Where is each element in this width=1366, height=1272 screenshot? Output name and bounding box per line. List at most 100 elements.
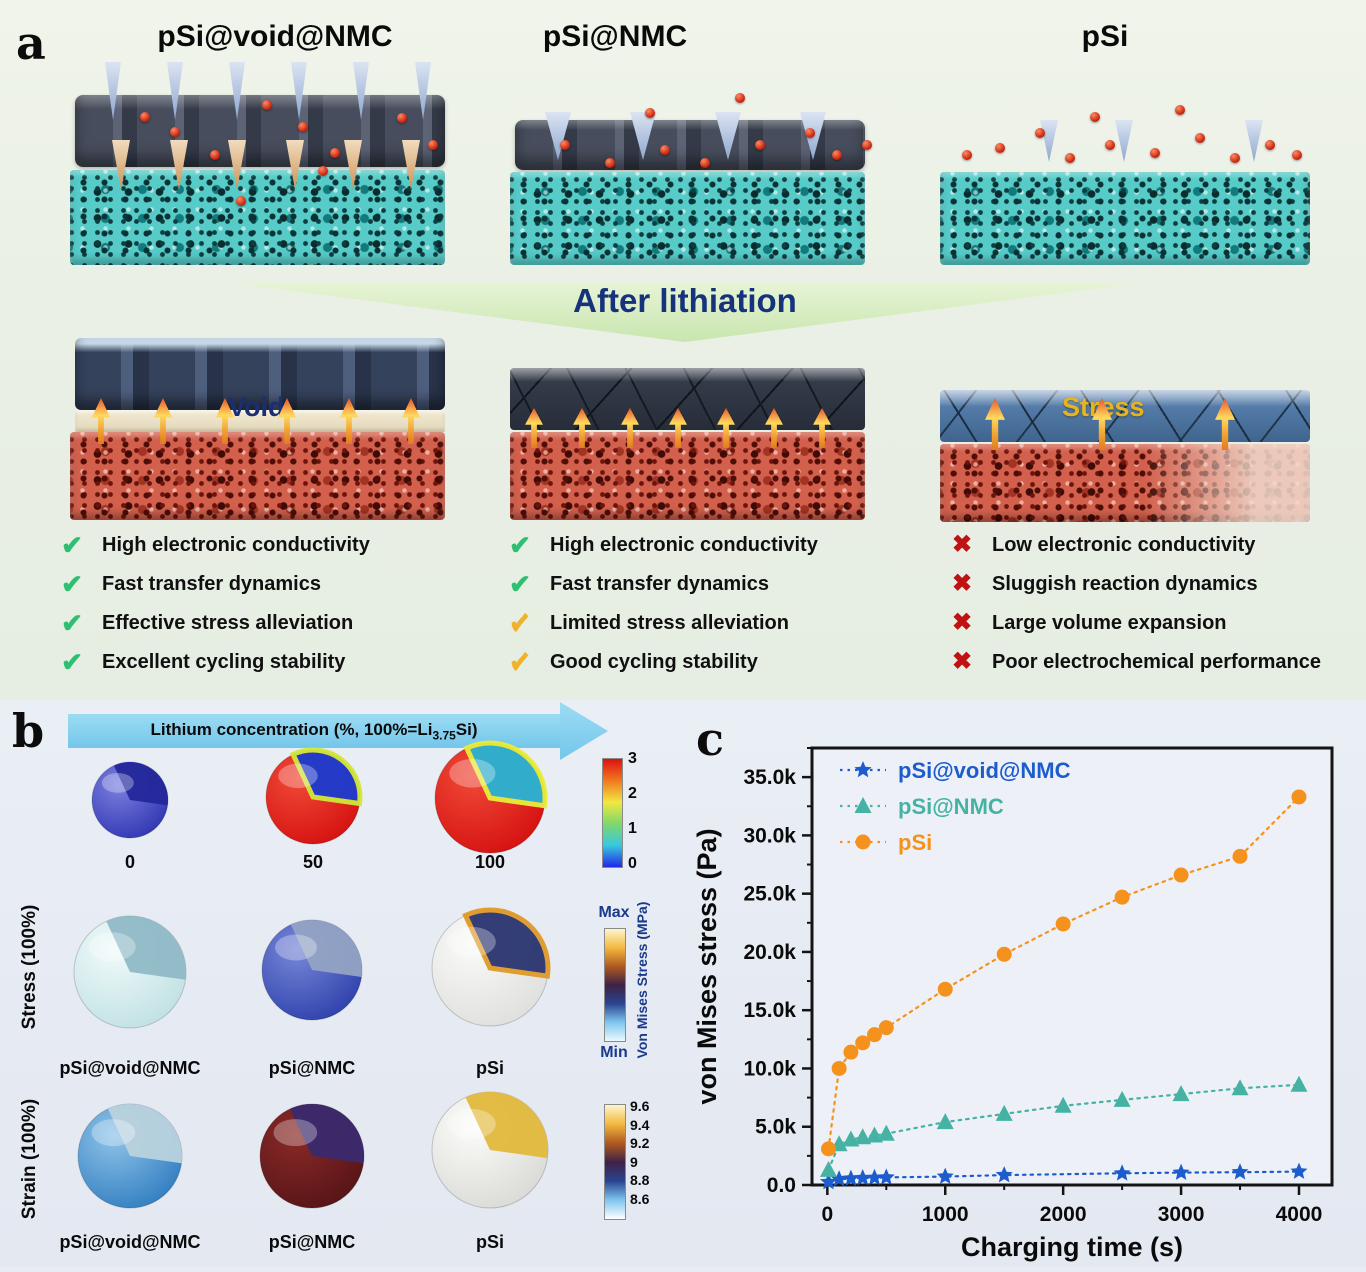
data-point-triangle: [995, 1104, 1013, 1121]
checklist-item: ✔ High electronic conductivity: [58, 532, 458, 558]
cracked-nmc-slab-illustration: [510, 368, 865, 430]
colorbar-tick-label: 0: [628, 855, 637, 872]
data-point-star: [854, 761, 872, 778]
cross-icon: ✖: [951, 648, 973, 675]
data-point-circle: [1232, 848, 1248, 864]
after-lithiation-banner: After lithiation: [238, 276, 1132, 348]
li-ion-dot: [1230, 153, 1240, 163]
sphere: [431, 1091, 549, 1209]
checklist-item: ✔ High electronic conductivity: [506, 532, 906, 558]
sphere-label: pSi@void@NMC: [59, 1058, 201, 1078]
checklist-item-text: Poor electrochemical performance: [992, 650, 1322, 673]
li-ion-dot: [428, 140, 438, 150]
check-icon: ✔: [61, 608, 83, 638]
li-ion-dot: [1105, 140, 1115, 150]
li-ion-dot: [210, 150, 220, 160]
colorbar-max-label: Max: [598, 904, 630, 921]
strain-colorbar: [604, 1104, 626, 1220]
checklist-item-text: Sluggish reaction dynamics: [992, 572, 1258, 595]
colorbar-tick-label: 9.2: [630, 1135, 650, 1151]
data-point-star: [842, 1169, 860, 1186]
data-point-circle: [937, 981, 953, 997]
y-tick-label: 10.0k: [743, 1057, 796, 1080]
check-icon: ✔: [61, 530, 83, 560]
data-point-star: [1290, 1162, 1308, 1179]
li-flux-arrow-icon: [1245, 120, 1263, 162]
sphere-label: 0: [124, 852, 135, 872]
check-icon: ✔: [509, 569, 531, 599]
after-lithiation-text: After lithiation: [573, 282, 797, 319]
data-point-star: [1172, 1163, 1190, 1180]
li-ion-dot: [1150, 148, 1160, 158]
panel-a: a pSi@void@NMC pSi@NMC pSi After lithiat…: [0, 0, 1366, 700]
sphere-label: pSi@NMC: [268, 1058, 356, 1078]
data-point-star: [865, 1168, 884, 1186]
column-title-psi: pSi: [1081, 20, 1129, 53]
li-ion-dot: [995, 143, 1005, 153]
colorbar-tick-label: 3: [628, 750, 637, 767]
li-ion-dot: [862, 140, 872, 150]
data-point-circle: [831, 1060, 847, 1076]
data-point-circle: [878, 1020, 894, 1036]
checklist-item: ✔ Excellent cycling stability: [58, 649, 458, 675]
data-point-triangle: [936, 1113, 954, 1130]
data-point-circle: [996, 946, 1012, 962]
panel-a-label: a: [16, 16, 46, 70]
li-ion-dot: [605, 158, 615, 168]
li-ion-dot: [645, 108, 655, 118]
checklist-item: ✖ Sluggish reaction dynamics: [948, 571, 1358, 597]
slash-mark: [513, 612, 528, 633]
chart-svg: 0.0 5.0k 10.0k 15.0k 20.0k 25.0k 30.0k 35.0k 0 10…: [692, 746, 1334, 1262]
li-ion-dot: [1035, 128, 1045, 138]
check-icon: ✔: [61, 569, 83, 599]
porous-si-block-illustration: [510, 172, 865, 265]
data-point-star: [995, 1166, 1013, 1183]
li-ion-dot: [1265, 140, 1275, 150]
y-tick-label: 15.0k: [743, 999, 796, 1022]
li-ion-dot: [140, 112, 150, 122]
y-tick-label: 5.0k: [755, 1116, 796, 1139]
legend-label: pSi@NMC: [898, 794, 1004, 819]
panel-b-label: b: [12, 704, 45, 758]
checklist-psi-nmc: ✔ High electronic conductivity ✔ Fast trans…: [506, 532, 906, 675]
x-tick-label: 1000: [922, 1203, 969, 1226]
y-axis-title: von Mises stress (Pa): [692, 828, 722, 1104]
data-point-triangle: [865, 1126, 883, 1143]
checklist-item-text: High electronic conductivity: [550, 533, 818, 556]
colorbar-tick-label: 1: [628, 820, 637, 837]
data-point-star: [819, 1173, 838, 1190]
sphere: [91, 761, 169, 839]
li-ion-dot: [318, 166, 328, 176]
data-point-star: [1113, 1164, 1131, 1181]
data-point-triangle: [1231, 1079, 1249, 1096]
data-point-circle: [1055, 916, 1071, 932]
checklist-item: ✖ Large volume expansion: [948, 610, 1358, 636]
column-title-psi-nmc: pSi@NMC: [542, 20, 688, 53]
colorbar-tick-label: 9.4: [630, 1116, 650, 1133]
lithiated-nmc-slab-illustration: [75, 338, 445, 410]
li-ion-dot: [1065, 153, 1075, 163]
li-flux-arrow-icon: [1040, 120, 1058, 162]
checklist-psi-void-nmc: ✔ High electronic conductivity ✔ Fast trans…: [58, 532, 458, 675]
sphere: [434, 740, 548, 854]
data-point-triangle: [877, 1124, 895, 1141]
sphere-label: pSi: [475, 1232, 504, 1252]
legend-label: pSi@void@NMC: [898, 758, 1071, 783]
li-ion-dot: [1175, 105, 1185, 115]
checklist-item-text: Fast transfer dynamics: [102, 572, 321, 595]
data-point-triangle: [1290, 1075, 1308, 1092]
von-mises-stress-colorbar: [604, 928, 626, 1042]
li-flux-arrow-icon: [1115, 120, 1133, 162]
data-point-circle: [1291, 789, 1307, 805]
checklist-item-text: Effective stress alleviation: [102, 611, 354, 634]
sphere-label: pSi@void@NMC: [59, 1232, 201, 1252]
cross-icon: ✖: [951, 531, 973, 558]
li-ion-dot: [805, 128, 815, 138]
slash-mark: [513, 651, 528, 672]
data-point-circle: [866, 1027, 882, 1043]
nmc-slab-illustration: [75, 95, 445, 167]
li-ion-dot: [962, 150, 972, 160]
data-point-circle: [855, 834, 871, 850]
checklist-item: ✔ Effective stress alleviation: [58, 610, 458, 636]
